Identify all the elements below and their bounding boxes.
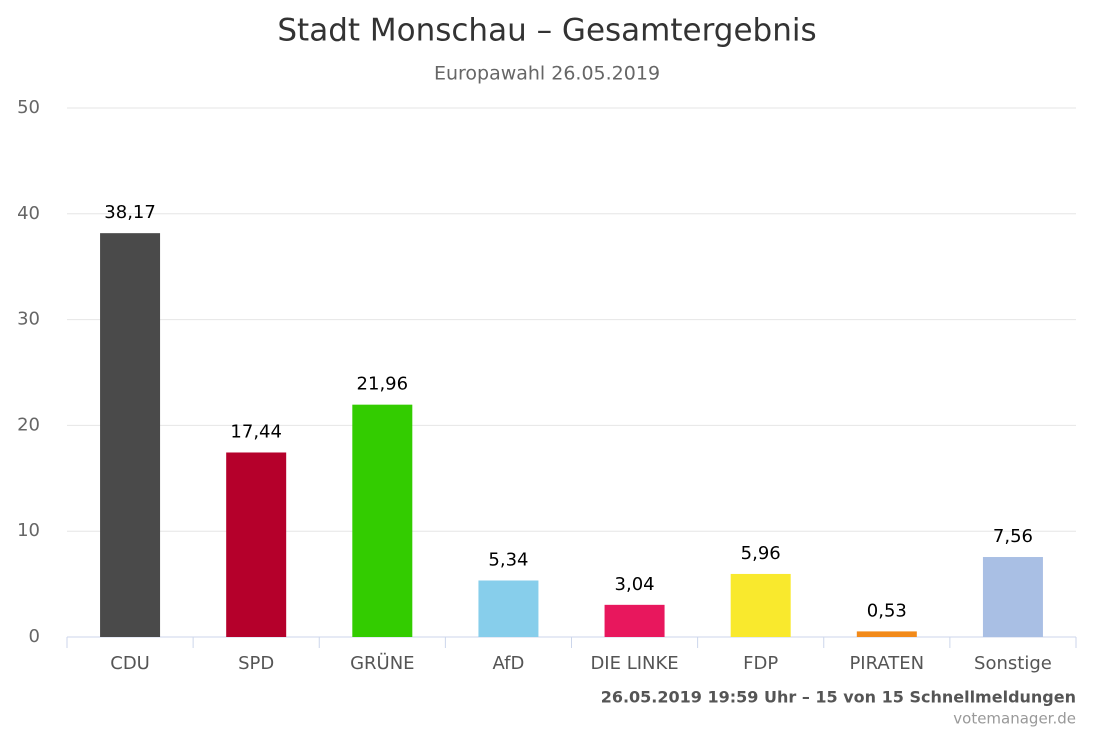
value-label: 5,34: [488, 550, 528, 571]
x-tick-label: DIE LINKE: [590, 653, 678, 674]
y-tick-label: 40: [17, 203, 40, 224]
y-tick-label: 30: [17, 309, 40, 330]
source: votemanager.de: [953, 710, 1076, 728]
x-tick-label: AfD: [493, 653, 525, 674]
x-tick-label: SPD: [238, 653, 274, 674]
x-tick-label: Sonstige: [974, 653, 1052, 674]
bar: [478, 580, 539, 637]
bar: [604, 604, 665, 637]
value-label: 21,96: [357, 374, 409, 395]
x-tick-label: FDP: [743, 653, 778, 674]
bar: [100, 233, 161, 637]
x-tick-label: GRÜNE: [350, 652, 414, 674]
y-tick-label: 0: [29, 626, 40, 647]
value-label: 0,53: [867, 600, 907, 621]
chart-subtitle: Europawahl 26.05.2019: [434, 63, 660, 85]
y-tick-label: 50: [17, 97, 40, 118]
bar: [226, 452, 287, 637]
y-tick-label: 20: [17, 414, 40, 435]
y-tick-label: 10: [17, 520, 40, 541]
value-label: 17,44: [230, 421, 282, 442]
footnote: 26.05.2019 19:59 Uhr – 15 von 15 Schnell…: [601, 688, 1076, 707]
bar: [856, 631, 917, 637]
bar: [982, 557, 1043, 637]
bar: [352, 404, 413, 637]
value-label: 5,96: [741, 543, 781, 564]
value-label: 38,17: [104, 202, 156, 223]
x-tick-label: CDU: [110, 653, 150, 674]
value-label: 7,56: [993, 526, 1033, 547]
value-label: 3,04: [615, 574, 655, 595]
x-tick-label: PIRATEN: [849, 653, 924, 674]
bar: [730, 573, 791, 637]
chart-title: Stadt Monschau – Gesamtergebnis: [277, 13, 816, 49]
